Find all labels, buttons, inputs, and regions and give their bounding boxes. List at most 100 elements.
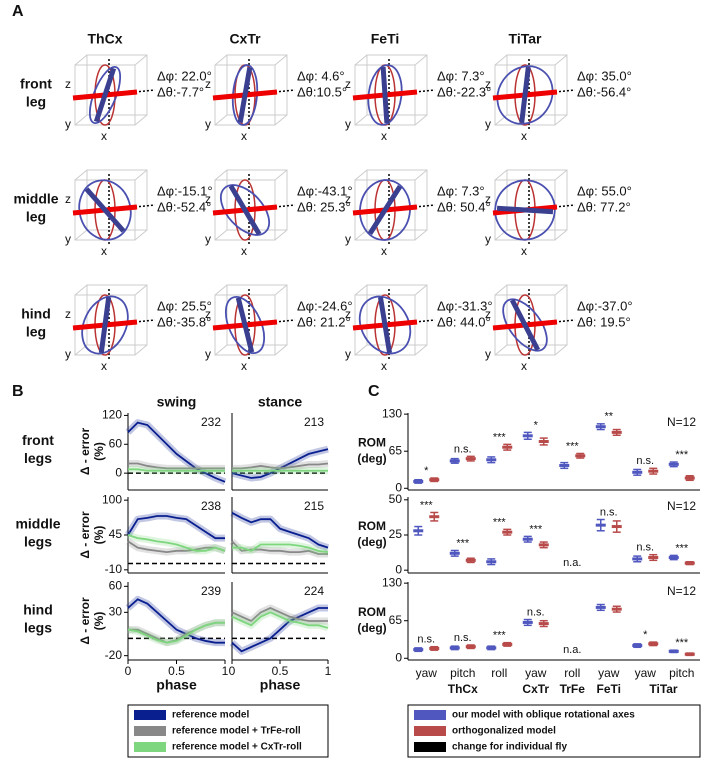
angle-label: Δθ: 50.4° <box>437 199 491 214</box>
axis-letter: z <box>205 307 211 321</box>
angle-label: Δθ: 19.5° <box>577 314 631 329</box>
legend-swatch <box>134 726 166 736</box>
series-line <box>231 607 328 653</box>
oblique-axis <box>509 298 541 352</box>
x-label: phase <box>260 677 301 693</box>
x-tick-label: 1 <box>325 664 332 678</box>
legend-swatch <box>134 710 166 720</box>
oblique-axis <box>519 66 531 124</box>
mean-marker <box>413 648 424 652</box>
column-title: FeTi <box>371 31 400 47</box>
axis-letter: y <box>345 347 351 361</box>
y-label: Δ - error <box>78 597 92 645</box>
joint-diagram: z y x <box>65 54 156 143</box>
mean-marker <box>611 525 622 529</box>
mean-marker <box>559 463 570 467</box>
angle-label: Δθ: 21.2° <box>297 314 351 329</box>
mean-marker <box>632 557 643 561</box>
joint-diagram: z y x <box>345 169 436 258</box>
axis-letter: y <box>485 347 491 361</box>
cube-edge <box>554 54 568 66</box>
joint-diagram: z y x <box>485 169 576 258</box>
angle-label: Δφ:-15.1° <box>157 183 213 198</box>
row-label: middle <box>15 516 60 532</box>
column-title: ThCx <box>88 31 123 47</box>
y-tick-label: 0 <box>115 465 122 479</box>
oblique-ellipse <box>359 179 411 241</box>
mean-marker <box>522 434 533 438</box>
cube-edge <box>354 284 368 296</box>
axis-letter: x <box>521 129 527 143</box>
cube-edge <box>554 284 568 296</box>
row-label: legs <box>24 450 52 466</box>
y-label: (%) <box>92 442 106 461</box>
axis-letter: z <box>485 307 491 321</box>
axis-dotted <box>414 89 436 93</box>
series-line <box>127 534 226 552</box>
significance: n.s. <box>527 606 545 618</box>
joint-diagram: z y x <box>205 169 296 258</box>
y-tick-label: 100 <box>102 492 122 506</box>
joint-diagram: z y x <box>485 54 576 143</box>
cube-edge <box>134 114 148 126</box>
y-tick-label: 120 <box>102 408 122 422</box>
cube-edge <box>274 284 288 296</box>
significance: n.a. <box>563 557 581 569</box>
axis-letter: z <box>485 192 491 206</box>
mean-marker <box>449 646 460 650</box>
cube-edge <box>74 54 88 66</box>
chart-title: swing <box>157 394 197 410</box>
oblique-ellipse <box>494 179 556 241</box>
cube-edge <box>74 169 88 181</box>
oblique-axis <box>237 66 253 124</box>
y-label: ROM <box>358 519 386 533</box>
x-tick-label: 0.5 <box>272 664 289 678</box>
axis-dotted <box>414 204 436 208</box>
axis-letter: z <box>65 192 71 206</box>
cube-edge <box>554 169 568 181</box>
mean-marker <box>502 642 513 646</box>
annotation: N=12 <box>667 499 696 513</box>
mean-marker <box>684 476 695 480</box>
cube-edge <box>554 114 568 126</box>
cube-edge <box>354 114 368 126</box>
axis-letter: x <box>521 244 527 258</box>
angle-label: Δθ:-7.7° <box>157 84 204 99</box>
joint-diagram: z y x <box>485 284 576 373</box>
angle-label: Δθ: 25.3° <box>297 199 351 214</box>
significance: n.s. <box>417 634 435 646</box>
panel-letter: C <box>368 383 380 400</box>
axis-dotted <box>554 89 576 93</box>
axis-dotted <box>554 204 576 208</box>
significance: *** <box>493 630 507 642</box>
cube-edge <box>354 169 368 181</box>
mean-marker <box>486 458 497 462</box>
angle-label: Δθ:-22.3° <box>437 84 491 99</box>
angle-label: Δθ: 77.2° <box>577 199 631 214</box>
legend-label: reference model <box>172 710 249 721</box>
axis-letter: x <box>381 359 387 373</box>
cube-edge <box>494 54 508 66</box>
cube-edge <box>214 54 228 66</box>
series-line <box>231 611 329 629</box>
row-label: legs <box>24 620 52 636</box>
oblique-ellipse <box>88 65 122 125</box>
mean-marker <box>668 556 679 560</box>
y-label: ROM <box>358 436 386 450</box>
mean-marker <box>502 530 513 534</box>
significance: * <box>424 465 429 477</box>
angle-label: Δφ:-43.1° <box>297 183 353 198</box>
angle-label: Δφ: 35.0° <box>577 68 632 83</box>
cube-edge <box>414 169 428 181</box>
row-label: hind <box>21 306 51 322</box>
oblique-axis <box>93 67 117 123</box>
series-line <box>232 462 329 470</box>
angle-label: Δθ:-52.4° <box>157 199 211 214</box>
series-line <box>127 598 225 644</box>
significance: *** <box>675 449 689 461</box>
axis-dotted <box>554 319 576 323</box>
mean-marker <box>648 642 659 646</box>
oblique-ellipse <box>224 296 266 354</box>
cube-edge <box>74 229 88 241</box>
